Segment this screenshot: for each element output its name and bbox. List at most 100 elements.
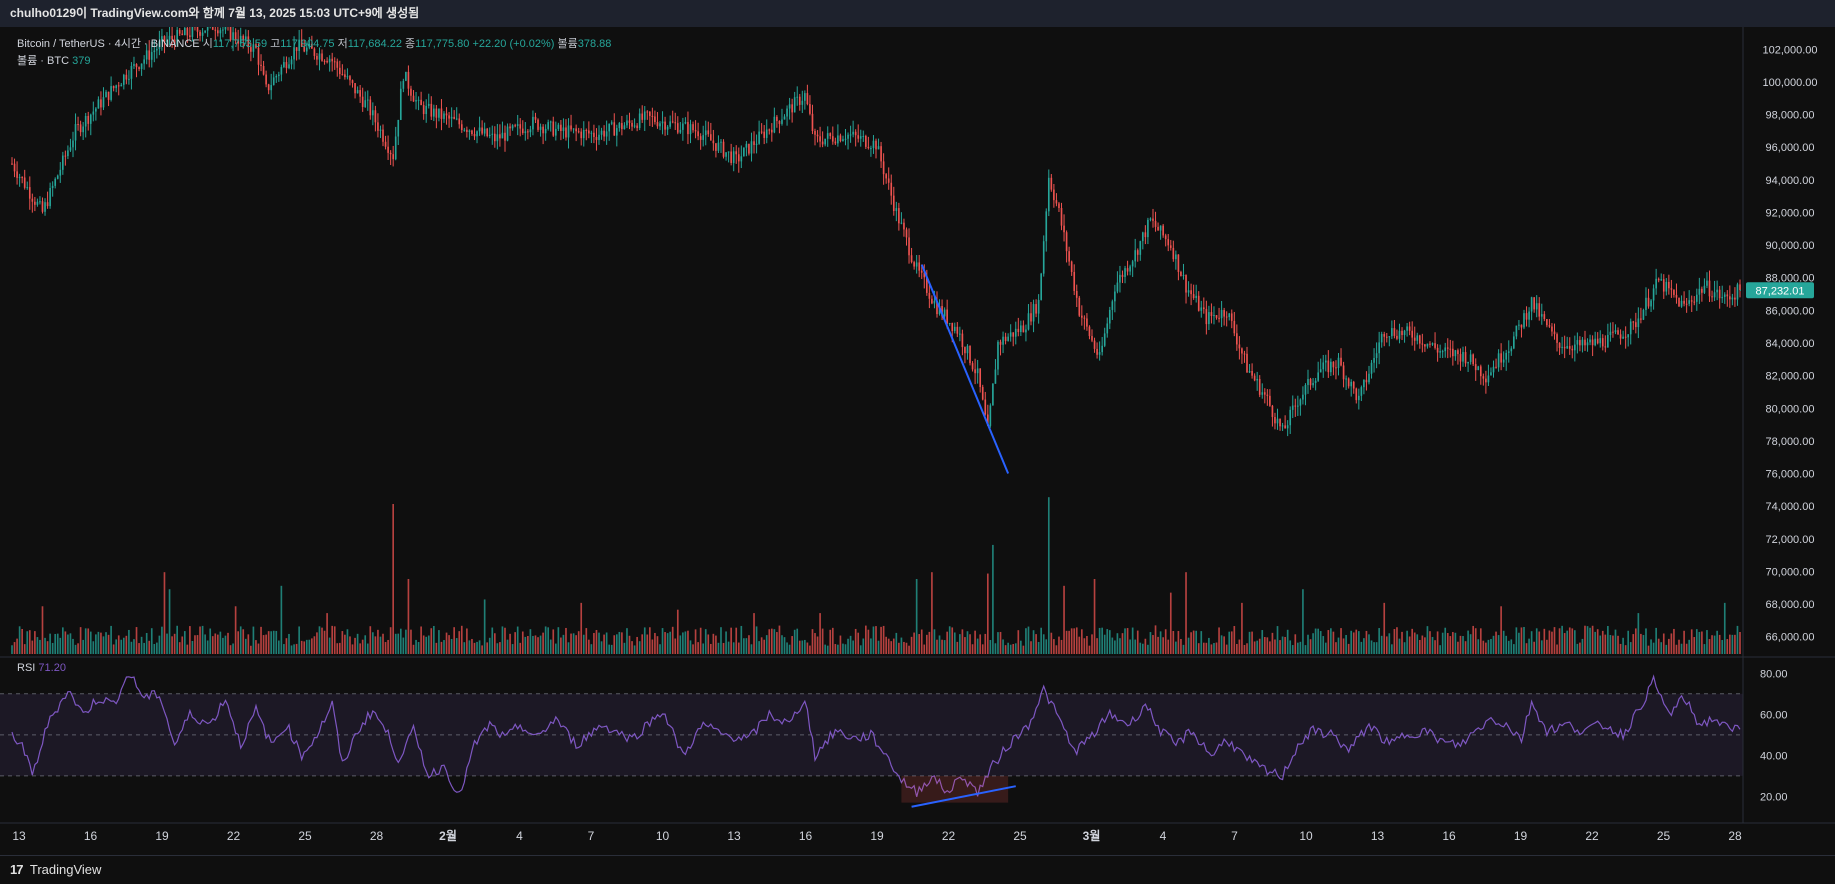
candle-body — [1411, 330, 1414, 338]
volume-legend[interactable]: 볼륨 · BTC 379 — [17, 52, 90, 68]
candle-body — [694, 130, 697, 132]
candle-body — [1223, 310, 1225, 317]
volume-bar — [1454, 632, 1457, 654]
candle-body — [1640, 318, 1642, 320]
volume-bar — [966, 631, 969, 654]
candle-body — [598, 134, 600, 141]
volume-bar — [389, 627, 392, 654]
volume-bar — [128, 629, 130, 654]
volume-bar — [1017, 630, 1020, 654]
candle-body — [654, 116, 656, 123]
candle-body — [247, 36, 250, 48]
volume-bar — [704, 629, 707, 654]
volume-bar — [811, 629, 814, 654]
rsi-label[interactable]: RSI — [17, 662, 36, 674]
volume-series-name[interactable]: 볼륨 · BTC — [17, 55, 70, 67]
volume-bar — [547, 627, 550, 654]
price-tick-label: 86,000.00 — [1766, 305, 1815, 317]
candle-body — [1706, 280, 1708, 286]
volume-bar — [1037, 641, 1040, 654]
change-value: +22.20 (+0.02%) — [472, 38, 555, 50]
candle-body — [511, 125, 514, 129]
volume-bar — [1729, 634, 1731, 654]
volume-bar — [892, 638, 895, 654]
volume-bar — [1396, 627, 1398, 654]
rsi-tick-label: 20.00 — [1760, 791, 1788, 803]
volume-bar — [806, 642, 809, 654]
candle-body — [857, 135, 860, 139]
volume-bar — [1169, 592, 1172, 654]
symbol-name[interactable]: Bitcoin / TetherUS · 4시간 · BINANCE — [17, 38, 200, 50]
price-axis[interactable]: 102,000.00 100,000.00 98,000.00 96,000.00 94… — [1762, 44, 1817, 643]
candle-body — [420, 99, 422, 106]
trendlines[interactable] — [911, 264, 1743, 808]
candle-body — [593, 132, 595, 137]
volume-bar — [1589, 627, 1591, 654]
candle-body — [898, 208, 900, 224]
candle-body — [427, 103, 430, 106]
volume-bar — [1324, 642, 1327, 654]
candle-body — [1035, 304, 1037, 314]
volume-bar — [148, 640, 151, 654]
volume-bar — [59, 637, 62, 654]
volume-bar — [1441, 632, 1444, 654]
candle-body — [1157, 226, 1159, 231]
volume-bar — [1187, 637, 1190, 654]
volume-bar — [631, 641, 633, 654]
volume-bar — [1279, 640, 1281, 654]
volume-bar — [953, 632, 956, 654]
volume-bar — [1573, 630, 1576, 654]
volume-bar — [455, 638, 458, 654]
volume-bar — [1261, 630, 1264, 654]
chart-canvas[interactable]: 102,000.00 100,000.00 98,000.00 96,000.00 94… — [0, 27, 1835, 855]
volume-bar — [699, 627, 702, 654]
volume-bar — [191, 640, 194, 654]
volume-bar — [1304, 645, 1307, 654]
close-value: 117,775.80 — [415, 38, 470, 50]
candle-body — [476, 131, 478, 137]
candle-body — [488, 134, 491, 137]
volume-bar — [87, 628, 90, 654]
volume-bar — [1492, 635, 1495, 654]
candle-body — [239, 35, 242, 44]
candle-body — [707, 130, 710, 135]
volume-bar — [671, 626, 674, 654]
tradingview-logo-icon[interactable]: 17 — [10, 862, 24, 877]
candle-body — [712, 140, 715, 144]
volume-bar — [1497, 635, 1500, 654]
volume-bar — [1675, 644, 1678, 654]
volume-bar — [842, 643, 844, 654]
candle-body — [834, 141, 837, 144]
time-tick-label: 7 — [1231, 829, 1238, 843]
candle-body — [56, 175, 59, 179]
volume-bar — [679, 635, 682, 654]
footer-brand[interactable]: TradingView — [29, 862, 102, 877]
volume-bar — [186, 644, 189, 654]
candle-body — [1020, 325, 1022, 333]
volume-bar — [1119, 638, 1121, 654]
candle-body — [1619, 334, 1622, 339]
volume-bar — [499, 642, 501, 654]
candle-body — [649, 111, 651, 116]
volume-bar — [1009, 644, 1012, 654]
volume-bar — [646, 634, 649, 654]
volume-bar — [1485, 642, 1487, 654]
volume-bar — [1721, 640, 1724, 654]
volume-bar — [237, 631, 239, 654]
candle-body — [1114, 291, 1116, 302]
volume-bar — [1027, 626, 1030, 654]
rsi-value: 71.20 — [38, 662, 66, 674]
symbol-legend[interactable]: Bitcoin / TetherUS · 4시간 · BINANCE 시117,… — [17, 35, 611, 51]
candle-body — [1665, 281, 1668, 292]
volume-bar — [476, 641, 478, 654]
candle-body — [656, 122, 659, 127]
candle-body — [354, 83, 356, 94]
volume-bar — [918, 633, 921, 654]
volume-bar — [1604, 634, 1607, 654]
time-axis[interactable]: 13 16 19 22 25 28 2월 4 7 10 13 16 19 22 25 3월 4 7 10 13 16 19… — [12, 828, 1742, 843]
rsi-legend[interactable]: RSI 71.20 — [17, 662, 66, 674]
price-tick-label: 66,000.00 — [1766, 632, 1815, 644]
volume-bar — [318, 626, 321, 654]
candle-body — [1418, 335, 1421, 344]
volume-bar — [768, 629, 771, 654]
